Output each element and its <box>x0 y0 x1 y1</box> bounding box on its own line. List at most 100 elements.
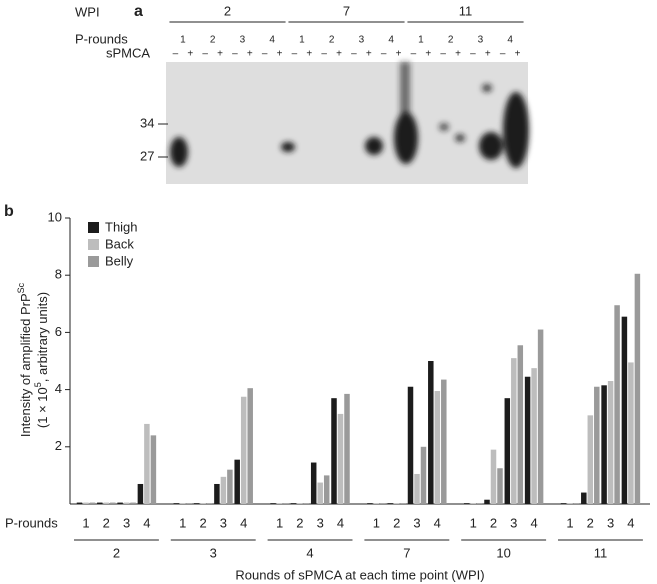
bar <box>276 503 283 504</box>
bar <box>97 502 103 504</box>
marker-label: 34 <box>140 115 154 130</box>
spmca-sign: – <box>381 49 387 60</box>
blot-bands <box>170 62 529 168</box>
y-axis-title-part: , arbitrary units) <box>35 292 50 382</box>
pround-label: 4 <box>388 35 394 46</box>
bar <box>484 499 490 504</box>
wpi-label: WPI <box>75 4 100 19</box>
spmca-label: sPMCA <box>106 45 150 60</box>
bar <box>290 503 297 504</box>
bar <box>407 386 414 504</box>
bar <box>537 329 544 504</box>
bar <box>607 381 614 504</box>
bar <box>420 446 427 504</box>
x-tick-label: 3 <box>220 515 227 530</box>
bar <box>594 386 600 504</box>
pround-label: 3 <box>359 35 365 46</box>
bar <box>628 362 634 504</box>
bar <box>83 502 89 504</box>
x-tick-label: 2 <box>393 515 400 530</box>
bar <box>110 502 116 504</box>
bar <box>240 396 247 504</box>
x-tick-label: 4 <box>240 515 247 530</box>
bar <box>428 361 434 504</box>
bar <box>193 503 200 504</box>
panel-label: b <box>4 203 14 220</box>
x-tick-label: 2 <box>296 515 303 530</box>
x-tick-label: 1 <box>470 515 477 530</box>
bar <box>130 502 136 504</box>
bar <box>463 503 470 504</box>
bar <box>387 503 393 504</box>
y-tick-label: 4 <box>55 381 62 396</box>
spmca-sign: + <box>306 49 312 60</box>
bar <box>441 379 447 504</box>
wpi-group-label: 11 <box>459 3 473 18</box>
legend-label: Belly <box>105 253 134 268</box>
y-axis-title-part: Sc <box>16 282 26 293</box>
bar <box>227 469 233 504</box>
spmca-sign: + <box>217 49 223 60</box>
bar <box>331 398 337 504</box>
y-axis-title-part: (1 × 10 <box>35 387 50 428</box>
pround-label: 2 <box>329 35 335 46</box>
marker-label: 27 <box>140 148 154 163</box>
bar <box>117 502 123 504</box>
spmca-sign: – <box>173 49 179 60</box>
spmca-sign: – <box>262 49 268 60</box>
bar <box>337 413 344 504</box>
bar <box>123 502 130 504</box>
group-label: 10 <box>496 545 510 560</box>
bar <box>173 503 180 504</box>
bar <box>587 415 594 504</box>
bar <box>180 503 186 504</box>
spmca-sign: – <box>351 49 357 60</box>
bar <box>511 358 517 504</box>
bar <box>323 475 330 504</box>
bar <box>283 503 289 504</box>
x-tick-label: 4 <box>143 515 150 530</box>
spmca-sign: – <box>232 49 238 60</box>
bar <box>137 483 144 504</box>
panel-label: a <box>134 3 143 20</box>
y-tick-label: 2 <box>55 438 62 453</box>
spmca-sign: + <box>277 49 283 60</box>
spmca-sign: – <box>470 49 476 60</box>
bar <box>504 398 511 504</box>
spmca-sign: + <box>336 49 342 60</box>
spmca-sign: + <box>366 49 372 60</box>
bar <box>373 503 380 504</box>
bar <box>524 376 531 504</box>
x-tick-label: 3 <box>123 515 130 530</box>
categories-label: P-rounds <box>5 515 58 530</box>
x-tick-label: 4 <box>434 515 441 530</box>
bar <box>567 503 573 504</box>
group-label: 4 <box>306 545 313 560</box>
bar <box>414 473 420 504</box>
x-tick-label: 1 <box>82 515 89 530</box>
bar <box>517 345 524 504</box>
bar <box>601 385 607 504</box>
bar <box>634 273 641 504</box>
group-label: 2 <box>113 545 120 560</box>
x-tick-label: 1 <box>179 515 186 530</box>
x-tick-label: 3 <box>317 515 324 530</box>
bar <box>476 503 483 504</box>
y-tick-label: 10 <box>48 209 62 224</box>
bar <box>247 388 253 504</box>
x-axis-title: Rounds of sPMCA at each time point (WPI) <box>235 567 484 582</box>
spmca-sign: – <box>411 49 417 60</box>
pround-label: 4 <box>269 35 275 46</box>
pround-label: 1 <box>418 35 424 46</box>
bar <box>214 483 220 504</box>
bar <box>150 435 157 504</box>
legend-swatch <box>88 256 99 267</box>
x-tick-label: 4 <box>627 515 634 530</box>
spmca-sign: + <box>396 49 402 60</box>
y-tick-label: 8 <box>55 267 62 282</box>
bar <box>560 503 567 504</box>
bar <box>434 391 441 504</box>
bar <box>393 503 400 504</box>
spmca-sign: + <box>485 49 491 60</box>
